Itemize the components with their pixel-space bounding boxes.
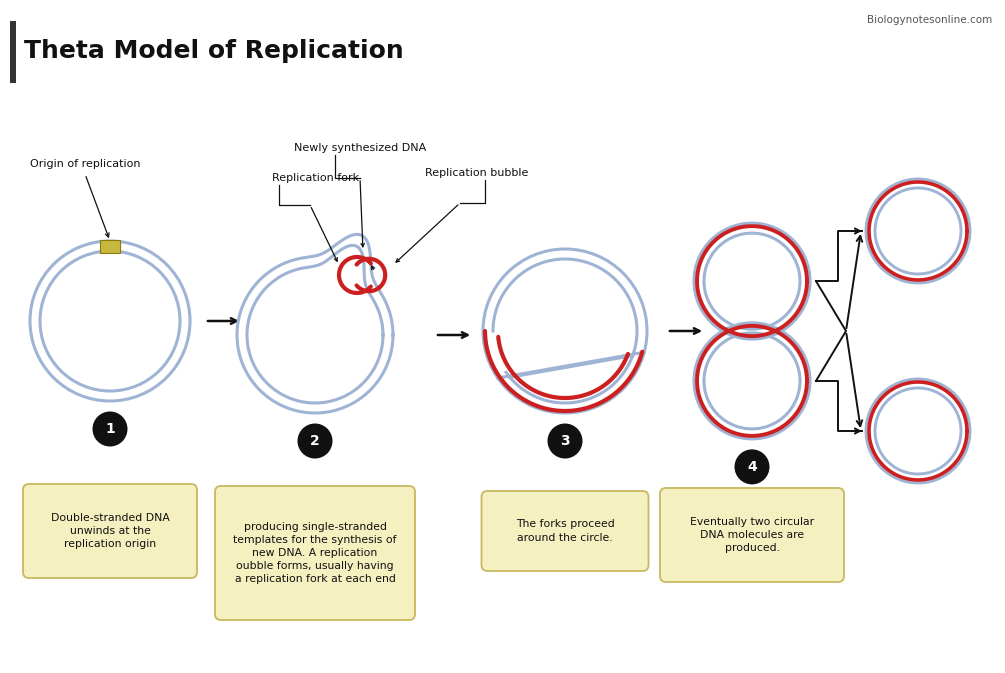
Text: 1: 1 [106, 422, 115, 436]
Text: Origin of replication: Origin of replication [30, 159, 141, 169]
Text: Double-stranded DNA
unwinds at the
replication origin: Double-stranded DNA unwinds at the repli… [50, 513, 170, 549]
Circle shape [92, 411, 128, 446]
FancyBboxPatch shape [100, 240, 120, 253]
Text: 2: 2 [311, 434, 320, 448]
Text: producing single-stranded
templates for the synthesis of
new DNA. A replication
: producing single-stranded templates for … [233, 522, 397, 584]
FancyBboxPatch shape [481, 491, 648, 571]
Text: The forks proceed
around the circle.: The forks proceed around the circle. [516, 520, 614, 542]
Text: Biologynotesonline.com: Biologynotesonline.com [866, 15, 992, 25]
Circle shape [297, 423, 333, 458]
Text: Replication fork: Replication fork [272, 173, 359, 183]
Text: 3: 3 [560, 434, 570, 448]
Circle shape [548, 423, 583, 458]
Text: Newly synthesized DNA: Newly synthesized DNA [293, 143, 426, 153]
Circle shape [735, 450, 770, 485]
FancyBboxPatch shape [23, 484, 197, 578]
Text: Theta Model of Replication: Theta Model of Replication [24, 39, 404, 63]
FancyBboxPatch shape [660, 488, 844, 582]
Text: Eventually two circular
DNA molecules are
produced.: Eventually two circular DNA molecules ar… [690, 517, 814, 553]
Bar [10, 21, 16, 83]
Text: Replication bubble: Replication bubble [425, 168, 529, 178]
Text: 4: 4 [747, 460, 757, 474]
FancyBboxPatch shape [215, 486, 415, 620]
